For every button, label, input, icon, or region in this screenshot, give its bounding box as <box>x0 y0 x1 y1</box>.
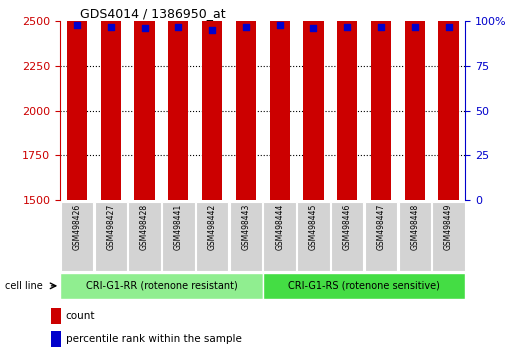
Point <box>276 22 284 28</box>
FancyBboxPatch shape <box>264 202 296 271</box>
Text: GSM498447: GSM498447 <box>377 204 385 250</box>
Text: GSM498427: GSM498427 <box>106 204 115 250</box>
Bar <box>168 0 188 200</box>
FancyBboxPatch shape <box>230 202 262 271</box>
Bar <box>337 0 357 200</box>
Text: CRI-G1-RS (rotenone sensitive): CRI-G1-RS (rotenone sensitive) <box>288 281 440 291</box>
Text: GSM498448: GSM498448 <box>411 204 419 250</box>
Text: GSM498445: GSM498445 <box>309 204 318 250</box>
Point <box>377 24 385 29</box>
FancyBboxPatch shape <box>365 202 397 271</box>
FancyBboxPatch shape <box>297 202 329 271</box>
Point <box>107 24 115 29</box>
Bar <box>269 0 290 200</box>
Text: GDS4014 / 1386950_at: GDS4014 / 1386950_at <box>81 7 226 20</box>
FancyBboxPatch shape <box>128 202 161 271</box>
Bar <box>303 0 324 200</box>
FancyBboxPatch shape <box>331 202 363 271</box>
FancyBboxPatch shape <box>95 202 127 271</box>
Text: count: count <box>66 312 95 321</box>
Bar <box>51 308 61 324</box>
Point <box>174 24 183 29</box>
FancyBboxPatch shape <box>162 202 195 271</box>
Point <box>411 24 419 29</box>
Point <box>445 24 453 29</box>
Bar <box>405 0 425 200</box>
Text: GSM498446: GSM498446 <box>343 204 352 250</box>
Text: CRI-G1-RR (rotenone resistant): CRI-G1-RR (rotenone resistant) <box>86 281 237 291</box>
Point <box>208 27 217 33</box>
Point <box>343 24 351 29</box>
Bar <box>371 0 391 200</box>
Bar <box>60 273 263 299</box>
Bar <box>51 331 61 347</box>
Point <box>242 24 250 29</box>
Text: GSM498426: GSM498426 <box>73 204 82 250</box>
Point <box>309 25 317 31</box>
Point <box>140 25 149 31</box>
Bar <box>202 0 222 200</box>
Text: cell line: cell line <box>5 281 43 291</box>
FancyBboxPatch shape <box>196 202 229 271</box>
FancyBboxPatch shape <box>433 202 465 271</box>
Text: GSM498442: GSM498442 <box>208 204 217 250</box>
Point <box>73 22 81 28</box>
Text: GSM498428: GSM498428 <box>140 204 149 250</box>
Bar <box>438 0 459 200</box>
Text: GSM498441: GSM498441 <box>174 204 183 250</box>
Bar <box>263 273 465 299</box>
Bar <box>134 0 155 200</box>
Text: percentile rank within the sample: percentile rank within the sample <box>66 334 242 344</box>
FancyBboxPatch shape <box>399 202 431 271</box>
Bar <box>100 0 121 200</box>
Text: GSM498449: GSM498449 <box>444 204 453 250</box>
Bar <box>67 0 87 200</box>
Text: GSM498443: GSM498443 <box>242 204 251 250</box>
Text: GSM498444: GSM498444 <box>275 204 284 250</box>
FancyBboxPatch shape <box>61 202 93 271</box>
Bar <box>236 0 256 200</box>
